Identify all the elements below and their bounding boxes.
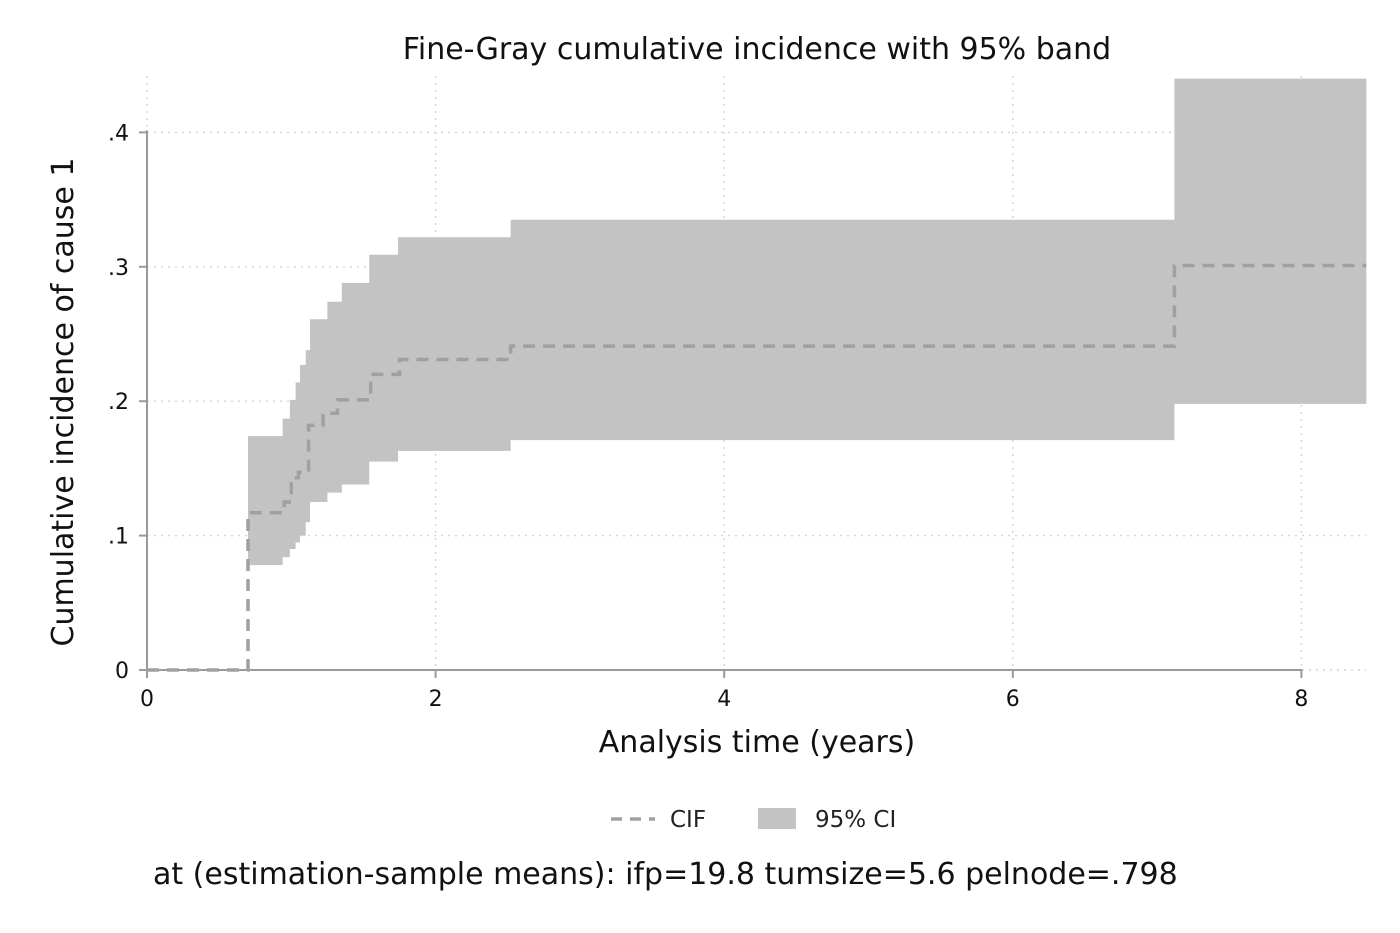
y-axis-title: Cumulative incidence of cause 1 (46, 158, 81, 647)
cif-line (147, 263, 1367, 672)
x-axis-title: Analysis time (years) (599, 725, 915, 760)
x-tick-label: 6 (1006, 687, 1020, 712)
y-tick-label: .1 (108, 525, 129, 550)
y-tick-label: .4 (108, 121, 129, 146)
chart-title: Fine-Gray cumulative incidence with 95% … (403, 32, 1111, 67)
ci-band (248, 78, 1367, 566)
y-tick-label: .3 (108, 256, 129, 281)
legend: CIF 95% CI (611, 807, 896, 833)
x-tick-label: 2 (429, 687, 443, 712)
legend-label-ci: 95% CI (815, 807, 896, 833)
series-line-layer (147, 263, 1367, 672)
y-tick-label: 0 (115, 659, 129, 684)
chart-note: at (estimation-sample means): ifp=19.8 t… (153, 857, 1178, 892)
x-tick-label: 0 (140, 687, 154, 712)
x-tick-label: 8 (1294, 687, 1308, 712)
legend-label-cif: CIF (670, 807, 706, 833)
tick-label-layer: 0 .1 .2 .3 .4 0 2 4 6 8 (108, 121, 1308, 712)
ci-band-layer (248, 78, 1367, 566)
legend-swatch-ci (758, 808, 796, 829)
y-tick-label: .2 (108, 390, 129, 415)
x-tick-label: 4 (717, 687, 731, 712)
